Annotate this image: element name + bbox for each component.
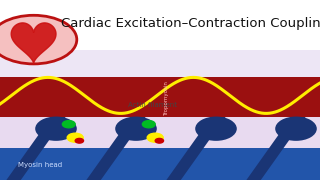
Polygon shape [11, 23, 56, 63]
Ellipse shape [275, 117, 317, 141]
Circle shape [75, 138, 84, 143]
Polygon shape [166, 117, 226, 180]
Circle shape [155, 138, 164, 143]
Polygon shape [86, 117, 146, 180]
Bar [0, 77, 320, 117]
Ellipse shape [35, 117, 77, 141]
Ellipse shape [195, 117, 237, 141]
Circle shape [147, 133, 163, 142]
Bar [0, 50, 320, 77]
Text: Tropomyosin: Tropomyosin [164, 81, 169, 116]
Text: Cardiac Excitation–Contraction Coupling: Cardiac Excitation–Contraction Coupling [61, 17, 320, 30]
Bar [0, 0, 320, 50]
Bar [0, 117, 320, 148]
Ellipse shape [115, 117, 157, 141]
Polygon shape [6, 117, 66, 180]
Circle shape [142, 121, 155, 128]
Circle shape [67, 133, 83, 142]
Bar [0, 148, 320, 180]
Circle shape [62, 121, 75, 128]
Circle shape [0, 15, 77, 64]
Polygon shape [246, 117, 306, 180]
Text: Actin filament: Actin filament [128, 102, 177, 108]
Text: Myosin head: Myosin head [18, 162, 62, 168]
